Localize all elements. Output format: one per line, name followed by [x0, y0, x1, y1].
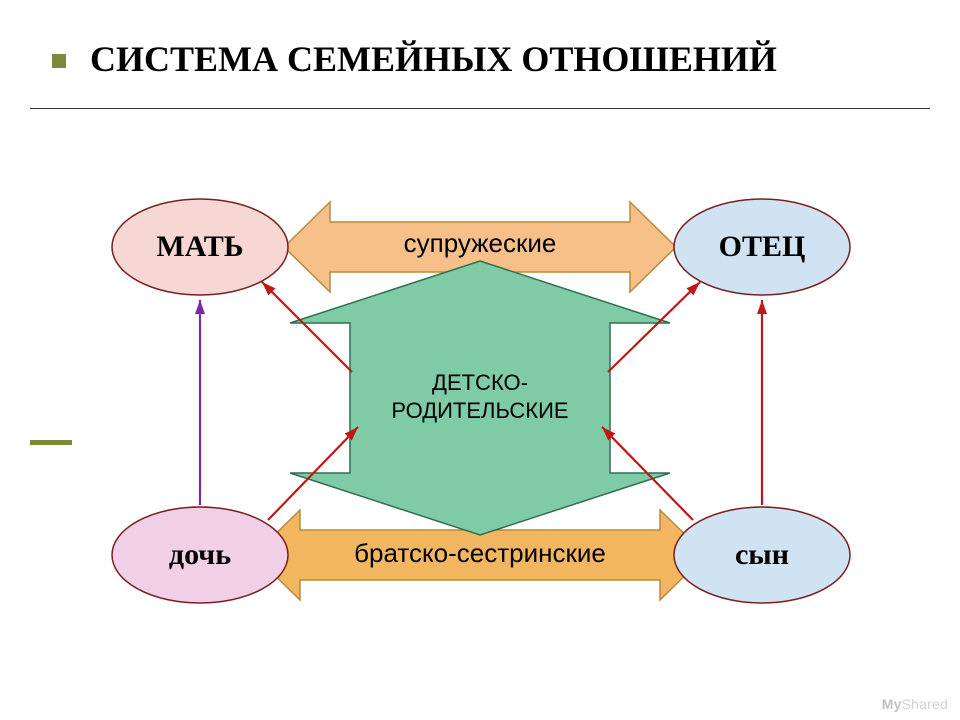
daughter-label: дочь [169, 538, 231, 571]
parent-child-label-2: РОДИТЕЛЬСКИЕ [391, 398, 568, 423]
parent-child-label-1: ДЕТСКО- [432, 370, 528, 395]
diagram-svg: супружеские братско-сестринские ДЕТСКО- РО… [0, 0, 960, 720]
connector-arrowhead [195, 300, 205, 314]
father-label: ОТЕЦ [719, 230, 806, 263]
son-label: сын [735, 538, 789, 571]
watermark: MyShared [882, 696, 948, 712]
connector-line [608, 282, 700, 372]
slide: СИСТЕМА СЕМЕЙНЫХ ОТНОШЕНИЙ супружескиебр… [0, 0, 960, 720]
siblings-label: братско-сестринские [354, 538, 606, 568]
spouse-label: супружеские [404, 228, 557, 258]
watermark-suffix: Shared [902, 696, 948, 712]
watermark-prefix: My [882, 696, 902, 712]
mother-label: МАТЬ [156, 230, 243, 263]
connector-arrowhead [757, 300, 767, 314]
connector-line [262, 282, 352, 372]
